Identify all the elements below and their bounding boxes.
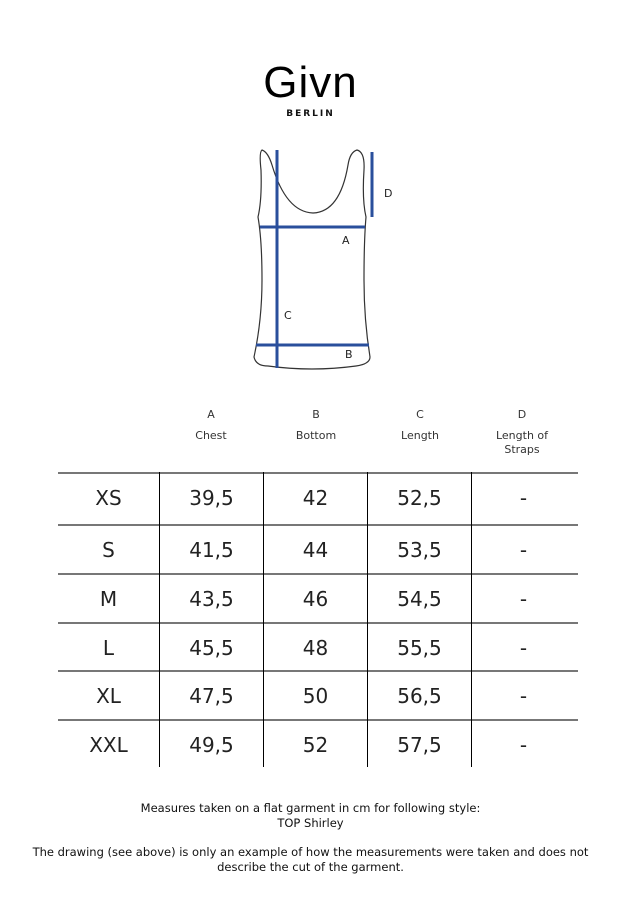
column-name: Length of Straps <box>495 429 549 456</box>
measurement-cell: 39,5 <box>189 486 234 510</box>
measurement-cell: 45,5 <box>189 636 234 660</box>
measurement-cell: 42 <box>302 486 329 510</box>
note-style: TOP Shirley <box>277 816 344 830</box>
measurement-cell: - <box>519 733 528 757</box>
size-label: S <box>102 538 115 562</box>
brand-logo: Givn <box>263 58 358 107</box>
measurement-cell: 52 <box>302 733 329 757</box>
row-divider <box>58 622 578 624</box>
size-label: L <box>102 636 115 660</box>
note-disclaimer: The drawing (see above) is only an examp… <box>32 845 589 874</box>
column-divider <box>367 472 368 767</box>
row-divider <box>58 524 578 526</box>
size-label: XXL <box>89 733 128 757</box>
measurement-cell: - <box>519 538 528 562</box>
measurement-cell: - <box>519 587 528 611</box>
column-header-d: D Length of Straps <box>470 408 574 457</box>
garment-diagram: D A C B <box>253 149 392 370</box>
column-header-c: C Length <box>368 408 472 443</box>
brand-subtitle: BERLIN <box>286 109 335 119</box>
tank-top-outline <box>253 149 371 370</box>
column-header-a: A Chest <box>159 408 263 443</box>
column-name: Length <box>401 429 439 442</box>
measurement-cell: 55,5 <box>397 636 442 660</box>
measurement-cell: 57,5 <box>397 733 442 757</box>
measurement-cell: 46 <box>302 587 329 611</box>
measurement-cell: - <box>519 636 528 660</box>
column-name: Bottom <box>295 429 337 442</box>
column-header-b: B Bottom <box>264 408 368 443</box>
label-c: C <box>284 309 292 322</box>
note-measures: Measures taken on a flat garment in cm f… <box>140 801 481 815</box>
measurement-cell: - <box>519 486 528 510</box>
measurement-cell: 53,5 <box>397 538 442 562</box>
size-label: M <box>99 587 118 611</box>
measurement-cell: 47,5 <box>189 684 234 708</box>
column-letter: B <box>312 408 320 421</box>
measurement-cell: 52,5 <box>397 486 442 510</box>
measurement-cell: 43,5 <box>189 587 234 611</box>
measurement-cell: 56,5 <box>397 684 442 708</box>
column-divider <box>159 472 160 767</box>
size-label: XS <box>95 486 122 510</box>
column-letter: D <box>517 408 527 421</box>
column-letter: C <box>416 408 424 421</box>
size-label: XL <box>96 684 121 708</box>
measurement-cell: 44 <box>302 538 329 562</box>
column-divider <box>263 472 264 767</box>
measurement-cell: - <box>519 684 528 708</box>
measurement-cell: 49,5 <box>189 733 234 757</box>
column-letter: A <box>207 408 215 421</box>
row-divider <box>58 719 578 721</box>
row-divider <box>58 573 578 575</box>
row-divider <box>58 670 578 672</box>
column-divider <box>471 472 472 767</box>
column-name: Chest <box>195 429 227 442</box>
label-a: A <box>342 234 350 247</box>
row-divider <box>58 472 578 474</box>
label-d: D <box>384 187 392 200</box>
measurement-cell: 54,5 <box>397 587 442 611</box>
measurement-cell: 48 <box>302 636 329 660</box>
label-b: B <box>345 348 353 361</box>
measurement-cell: 50 <box>302 684 329 708</box>
measurement-cell: 41,5 <box>189 538 234 562</box>
